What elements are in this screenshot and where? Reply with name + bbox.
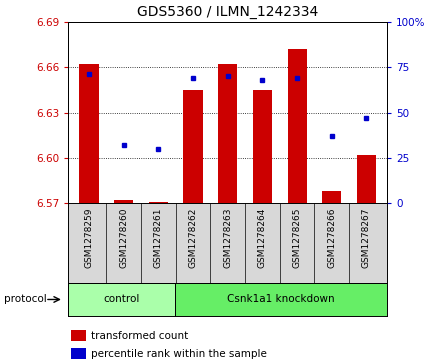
Bar [68,283,175,316]
Bar [80,64,99,203]
Text: Csnk1a1 knockdown: Csnk1a1 knockdown [227,294,335,305]
Text: GSM1278260: GSM1278260 [119,207,128,268]
Text: GSM1278259: GSM1278259 [84,207,94,268]
Text: GSM1278263: GSM1278263 [223,207,232,268]
Bar [71,348,86,359]
Bar [287,49,307,203]
Text: GSM1278267: GSM1278267 [362,207,371,268]
Text: GSM1278261: GSM1278261 [154,207,163,268]
Bar [357,155,376,203]
Bar [183,90,202,203]
Text: GSM1278266: GSM1278266 [327,207,336,268]
Bar [322,191,341,203]
Bar [218,64,237,203]
Text: GSM1278264: GSM1278264 [258,207,267,268]
Bar [175,283,387,316]
Bar [114,200,133,203]
Text: transformed count: transformed count [91,331,188,341]
Bar [149,202,168,203]
Title: GDS5360 / ILMN_1242334: GDS5360 / ILMN_1242334 [137,5,318,19]
Bar [253,90,272,203]
Text: GSM1278262: GSM1278262 [188,207,198,268]
Text: control: control [103,294,139,305]
Bar [71,330,86,341]
Text: protocol: protocol [4,294,47,305]
Text: GSM1278265: GSM1278265 [293,207,301,268]
Text: percentile rank within the sample: percentile rank within the sample [91,349,266,359]
